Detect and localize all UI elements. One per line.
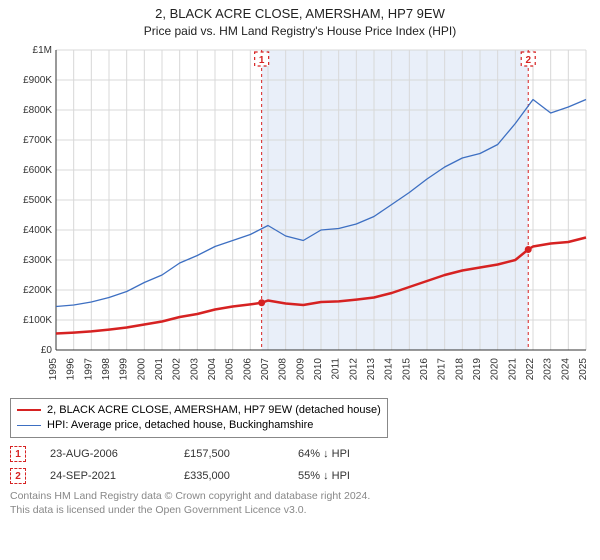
markers-table: 1 23-AUG-2006 £157,500 64% ↓ HPI 2 24-SE… bbox=[10, 446, 590, 484]
svg-text:£100K: £100K bbox=[23, 315, 52, 326]
svg-text:2000: 2000 bbox=[136, 357, 147, 380]
svg-text:£200K: £200K bbox=[23, 285, 52, 296]
svg-text:£300K: £300K bbox=[23, 255, 52, 266]
chart-svg: £0 £100K £200K £300K £400K £500K £600K £700K £80… bbox=[10, 44, 590, 392]
svg-text:2006: 2006 bbox=[242, 357, 253, 380]
svg-text:2007: 2007 bbox=[260, 357, 271, 380]
svg-text:2014: 2014 bbox=[384, 357, 395, 380]
marker-date-1: 23-AUG-2006 bbox=[50, 448, 160, 460]
svg-text:2020: 2020 bbox=[490, 357, 501, 380]
svg-text:2001: 2001 bbox=[154, 357, 165, 380]
svg-text:£0: £0 bbox=[41, 345, 53, 356]
svg-text:£500K: £500K bbox=[23, 195, 52, 206]
footer-line-1: Contains HM Land Registry data © Crown c… bbox=[10, 490, 590, 504]
legend-item-hpi: HPI: Average price, detached house, Buck… bbox=[17, 418, 381, 433]
marker-badge-2: 2 bbox=[10, 468, 26, 484]
svg-text:2018: 2018 bbox=[454, 357, 465, 380]
legend-swatch-hpi bbox=[17, 425, 41, 426]
legend-item-property: 2, BLACK ACRE CLOSE, AMERSHAM, HP7 9EW (… bbox=[17, 403, 381, 418]
svg-text:£900K: £900K bbox=[23, 75, 52, 86]
svg-text:2013: 2013 bbox=[366, 357, 377, 380]
svg-text:2009: 2009 bbox=[295, 357, 306, 380]
svg-text:£700K: £700K bbox=[23, 135, 52, 146]
svg-text:2019: 2019 bbox=[472, 357, 483, 380]
svg-text:2017: 2017 bbox=[437, 357, 448, 380]
svg-text:2023: 2023 bbox=[543, 357, 554, 380]
svg-text:£400K: £400K bbox=[23, 225, 52, 236]
svg-text:2021: 2021 bbox=[507, 357, 518, 380]
svg-text:1999: 1999 bbox=[119, 357, 130, 380]
svg-text:2008: 2008 bbox=[278, 357, 289, 380]
svg-text:£800K: £800K bbox=[23, 105, 52, 116]
svg-text:2011: 2011 bbox=[331, 357, 342, 379]
svg-text:£600K: £600K bbox=[23, 165, 52, 176]
svg-text:2015: 2015 bbox=[401, 357, 412, 380]
legend-swatch-property bbox=[17, 409, 41, 411]
svg-text:2022: 2022 bbox=[525, 357, 536, 380]
svg-text:2: 2 bbox=[525, 55, 531, 66]
svg-text:2016: 2016 bbox=[419, 357, 430, 380]
chart-subtitle: Price paid vs. HM Land Registry's House … bbox=[10, 24, 590, 38]
svg-text:2003: 2003 bbox=[189, 357, 200, 380]
marker-row-2: 2 24-SEP-2021 £335,000 55% ↓ HPI bbox=[10, 468, 590, 484]
svg-text:2005: 2005 bbox=[225, 357, 236, 380]
marker-badge-1: 1 bbox=[10, 446, 26, 462]
footer-line-2: This data is licensed under the Open Gov… bbox=[10, 504, 590, 518]
svg-text:£1M: £1M bbox=[33, 45, 52, 56]
svg-text:2002: 2002 bbox=[172, 357, 183, 380]
svg-text:1997: 1997 bbox=[83, 357, 94, 380]
svg-text:1995: 1995 bbox=[48, 357, 59, 380]
svg-text:2024: 2024 bbox=[560, 357, 571, 380]
svg-text:2012: 2012 bbox=[348, 357, 359, 380]
legend-label-hpi: HPI: Average price, detached house, Buck… bbox=[47, 418, 313, 433]
marker-row-1: 1 23-AUG-2006 £157,500 64% ↓ HPI bbox=[10, 446, 590, 462]
svg-text:2025: 2025 bbox=[578, 357, 589, 380]
chart-area: £0 £100K £200K £300K £400K £500K £600K £700K £80… bbox=[10, 44, 590, 392]
legend-label-property: 2, BLACK ACRE CLOSE, AMERSHAM, HP7 9EW (… bbox=[47, 403, 381, 418]
footer: Contains HM Land Registry data © Crown c… bbox=[10, 490, 590, 517]
svg-text:1996: 1996 bbox=[66, 357, 77, 380]
marker-price-2: £335,000 bbox=[184, 470, 274, 482]
svg-text:1998: 1998 bbox=[101, 357, 112, 380]
marker-diff-2: 55% ↓ HPI bbox=[298, 470, 388, 482]
marker-diff-1: 64% ↓ HPI bbox=[298, 448, 388, 460]
marker-price-1: £157,500 bbox=[184, 448, 274, 460]
svg-text:2010: 2010 bbox=[313, 357, 324, 380]
marker-date-2: 24-SEP-2021 bbox=[50, 470, 160, 482]
svg-text:1: 1 bbox=[259, 55, 265, 66]
legend: 2, BLACK ACRE CLOSE, AMERSHAM, HP7 9EW (… bbox=[10, 398, 388, 439]
svg-text:2004: 2004 bbox=[207, 357, 218, 380]
chart-title: 2, BLACK ACRE CLOSE, AMERSHAM, HP7 9EW bbox=[10, 6, 590, 22]
